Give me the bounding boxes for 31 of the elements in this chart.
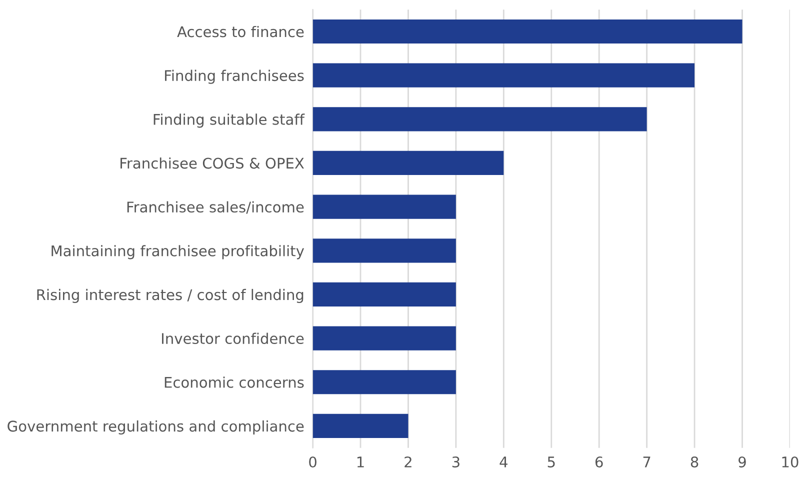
bar: [312, 282, 456, 307]
bar: [312, 19, 742, 44]
bar: [312, 150, 504, 176]
x-tick-label: 10: [782, 456, 798, 468]
y-tick-label: Finding suitable staff: [154, 114, 305, 128]
x-tick-label: 4: [500, 456, 508, 468]
y-tick-label: Franchisee sales/income: [127, 201, 304, 214]
bar: [312, 370, 456, 394]
y-tick-label: Maintaining franchisee profitability: [52, 245, 304, 260]
y-tick-label: Rising interest rates / cost of lending: [37, 288, 304, 304]
x-tick-label: 5: [548, 456, 555, 468]
y-tick-label: Investor confidence: [162, 332, 304, 344]
y-tick-label: Finding franchisees: [165, 70, 304, 84]
x-tick-label: 6: [595, 456, 603, 468]
x-tick-label: 9: [738, 456, 746, 468]
bar: [312, 326, 456, 350]
y-tick-label: Access to finance: [177, 26, 304, 38]
x-tick-label: 7: [643, 456, 650, 468]
x-tick-label: 2: [404, 456, 412, 468]
bar: [312, 194, 456, 219]
x-tick-label: 8: [690, 456, 698, 468]
bar: [312, 238, 456, 263]
bar: [312, 63, 695, 88]
x-tick-label: 3: [452, 456, 460, 468]
x-tick-label: 1: [357, 456, 364, 468]
bar: [312, 107, 647, 132]
bar: [312, 414, 408, 438]
y-tick-label: Economic concerns: [164, 376, 304, 388]
x-tick-label: 0: [309, 456, 316, 468]
y-tick-label: Franchisee COGS & OPEX: [120, 157, 304, 169]
y-tick-label: Government regulations and compliance: [8, 420, 304, 435]
